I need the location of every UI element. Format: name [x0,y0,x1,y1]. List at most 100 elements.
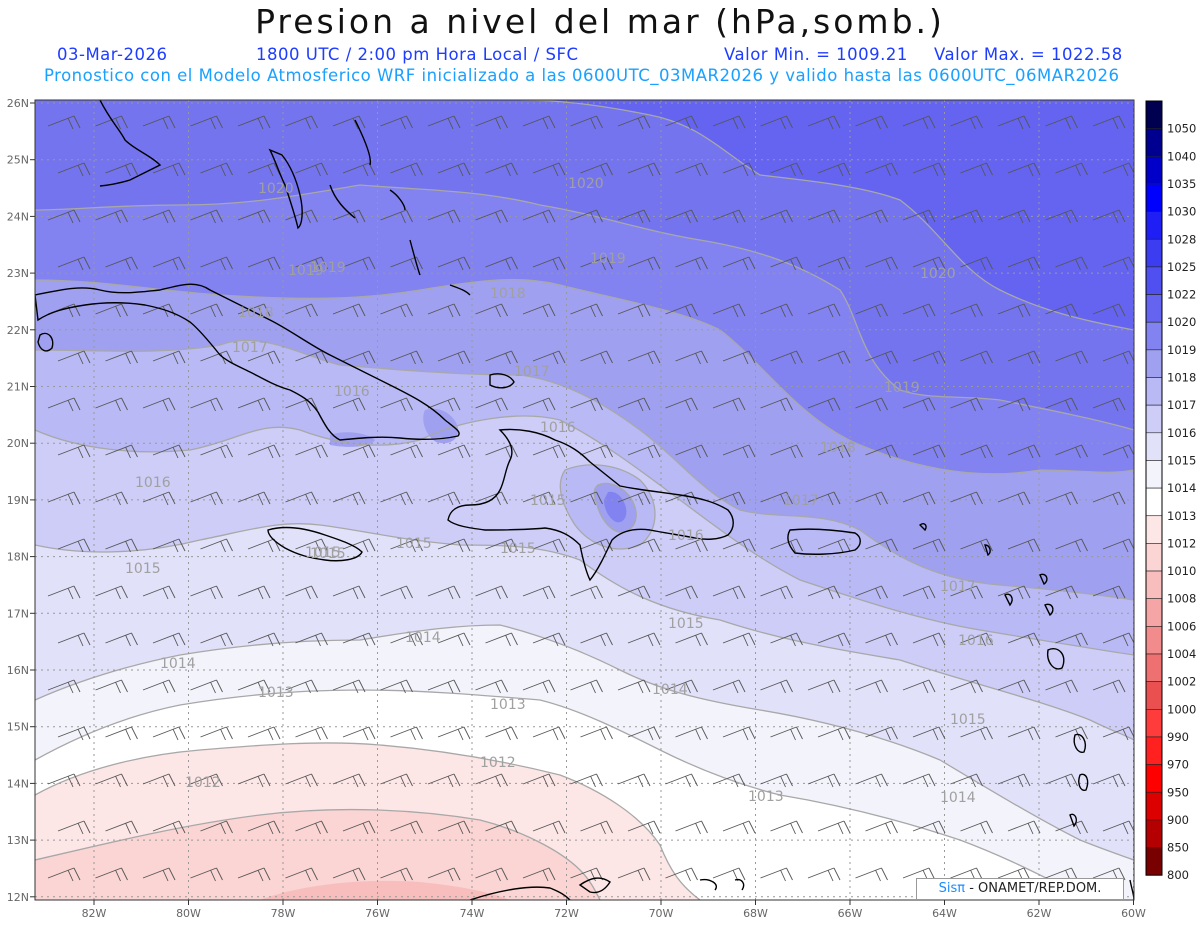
wind-barb [902,209,936,224]
credit-box: Sisπ - ONAMET/REP.DOM. [916,878,1124,900]
wind-barb [1092,209,1126,224]
wind-barb [580,444,613,459]
wind-barb [817,820,851,835]
wind-barb [522,773,556,788]
wind-barb [380,679,413,694]
contour-label: 1016 [668,528,704,544]
wind-barb [1092,397,1126,412]
legend-label: 1012 [1167,536,1196,550]
wind-barb [247,444,281,459]
wind-barb [437,538,471,553]
wind-barb [390,162,423,177]
wind-barb [57,632,91,647]
wind-barb [152,256,186,271]
wind-barb [960,632,993,647]
wind-barb [475,679,508,694]
wind-barb [912,538,946,553]
wind-barb [390,538,423,553]
wind-barb [770,538,803,553]
wind-barb [57,726,91,741]
wind-barb [570,773,603,788]
wind-barb [47,679,81,694]
contour-label: 1016 [540,420,576,436]
max-value: Valor Max. = 1022.58 [934,45,1123,64]
legend-label: 1004 [1167,647,1196,661]
wind-barb [1102,256,1134,271]
wind-barb [675,256,708,271]
legend-label: 1013 [1167,509,1196,523]
lon-label: 72W [554,907,579,920]
wind-barb [332,679,366,694]
lon-label: 64W [932,907,957,920]
wind-barb [190,773,223,788]
lat-label: 19N [7,494,29,507]
wind-barb [190,867,223,882]
wind-barb [722,444,756,459]
legend-swatch [1145,791,1163,821]
wind-barb [237,773,271,788]
wind-barb [807,585,841,600]
legend-label: 1035 [1167,177,1196,191]
wind-barb [95,115,128,130]
wind-barb [1045,115,1078,130]
wind-barb [142,209,176,224]
wind-barb [437,444,471,459]
legend-swatch [1145,681,1163,710]
legend-label: 970 [1167,758,1189,772]
legend-label: 950 [1167,785,1189,799]
legend-label: 1010 [1167,564,1196,578]
wind-barb [1045,491,1078,506]
wind-barb [332,773,366,788]
wind-barb [190,303,223,318]
wind-barb [390,256,423,271]
wind-barb [1092,773,1126,788]
legend-swatch [1145,183,1163,212]
wind-barb [902,585,936,600]
lon-label: 68W [743,907,768,920]
wind-barb [817,538,851,553]
contour-label: 1020 [568,176,604,192]
wind-barb [627,256,661,271]
wind-barb [1007,726,1041,741]
wind-barb [342,444,376,459]
lon-label: 78W [271,907,296,920]
wind-barb [950,773,983,788]
legend-swatch [1145,460,1163,489]
wind-barb [675,538,708,553]
wind-barb [627,162,661,177]
wind-barb [522,679,556,694]
legend-label: 1017 [1167,398,1196,412]
wind-barb [1102,444,1134,459]
legend-swatch [1145,598,1163,627]
lat-label: 18N [7,551,29,564]
wind-barb [712,209,746,224]
wind-barb [902,303,936,318]
wind-barb [532,256,566,271]
contour-label: 1014 [405,630,441,646]
lon-label: 62W [1027,907,1052,920]
wind-barb [332,585,366,600]
legend-label: 1019 [1167,343,1196,357]
contour-labels: 1020102010201019101910191019101810181018… [125,176,994,806]
wind-barb [675,350,708,365]
wind-barb [437,162,471,177]
wind-barb [960,820,993,835]
wind-barb [997,397,1031,412]
lat-label: 16N [7,664,29,677]
legend-swatch [1145,764,1163,793]
legend-swatch [1145,432,1163,461]
legend-label: 1000 [1167,702,1196,716]
wind-barb [570,115,603,130]
isobars [35,100,1134,900]
wind-barb [865,256,898,271]
legend-swatch [1145,736,1163,765]
wind-barb [770,162,803,177]
wind-barb [1007,350,1041,365]
wind-barb [47,115,81,130]
wind-barb [532,820,566,835]
wind-barb [760,773,793,788]
wind-barb [437,820,471,835]
legend-label: 1022 [1167,288,1196,302]
legend-swatch [1145,708,1163,738]
wind-barb [580,726,613,741]
